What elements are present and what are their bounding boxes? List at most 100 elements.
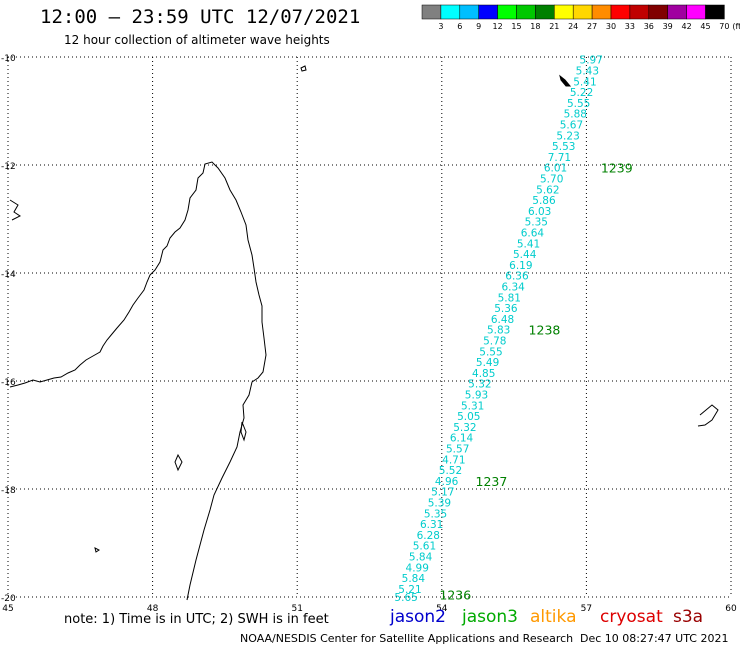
wave-height-value: 6.03 <box>528 206 551 218</box>
wave-height-value: 5.41 <box>573 76 596 88</box>
legend-altika: altika <box>530 607 577 627</box>
lat-tick-label: -12 <box>1 162 16 172</box>
island-west <box>9 199 21 221</box>
wave-height-value: 5.31 <box>461 400 484 412</box>
legend-bin-label: 42 <box>682 22 692 31</box>
altimeter-track: 5.975.435.415.225.555.885.675.235.537.71… <box>394 55 602 604</box>
coastline <box>9 65 719 601</box>
wave-height-value: 5.86 <box>532 195 556 207</box>
lat-tick-label: -14 <box>1 270 16 280</box>
legend-swatch <box>705 4 725 20</box>
wave-height-value: 5.17 <box>431 487 454 499</box>
wave-height-value: 5.36 <box>494 303 518 315</box>
wave-height-value: 5.21 <box>398 584 421 596</box>
wave-height-value: 5.44 <box>513 249 537 261</box>
legend-swatch <box>572 4 593 20</box>
wave-height-value: 5.22 <box>570 87 593 99</box>
wave-height-value: 5.70 <box>540 174 563 186</box>
wave-height-value: 5.84 <box>409 552 433 564</box>
wave-height-value: 5.61 <box>413 541 436 553</box>
wave-height-value: 6.64 <box>521 228 545 240</box>
legend-swatch <box>610 4 631 20</box>
lon-tick-label: 60 <box>725 604 737 614</box>
legend-swatch <box>591 4 612 20</box>
lat-tick-label: -10 <box>1 54 16 64</box>
island-east <box>697 404 719 427</box>
lon-tick-label: 48 <box>147 604 159 614</box>
legend-swatch <box>686 4 706 20</box>
wave-height-value: 5.35 <box>424 508 447 520</box>
islet-sainte-marie <box>240 421 247 442</box>
island-track <box>559 74 572 87</box>
wave-height-value: 6.14 <box>450 433 474 445</box>
legend-swatch <box>554 4 574 20</box>
wave-height-value: 7.71 <box>548 152 571 164</box>
legend-bin-label: 30 <box>606 22 616 31</box>
wave-height-value: 6.34 <box>501 282 525 294</box>
wave-height-value: 5.65 <box>394 592 417 604</box>
legend-bin-label: 6 <box>457 22 462 31</box>
legend-swatch <box>459 4 479 20</box>
credit-line: NOAA/NESDIS Center for Satellite Applica… <box>240 632 574 645</box>
wave-height-value: 5.32 <box>453 422 476 434</box>
lat-tick-label: -16 <box>1 378 16 388</box>
lat-tick-label: -20 <box>1 594 16 604</box>
wave-height-value: 5.67 <box>560 120 583 132</box>
legend-bin-label: 27 <box>587 22 597 31</box>
wave-height-value: 5.05 <box>457 411 480 423</box>
wave-height-value: 5.52 <box>439 465 462 477</box>
islet-far-south <box>94 547 100 553</box>
legend-unit-label: (ft) <box>732 22 740 31</box>
wave-height-value: 6.48 <box>491 314 514 326</box>
legend-swatch <box>535 4 555 20</box>
madagascar-coastline <box>9 161 267 601</box>
wave-height-value: 6.36 <box>505 271 529 283</box>
legend-s3a: s3a <box>673 607 704 627</box>
islet-south <box>174 453 183 472</box>
legend-swatch <box>648 4 668 20</box>
lat-tick-label: -18 <box>1 486 16 496</box>
wave-height-value: 5.43 <box>576 66 599 78</box>
wave-height-value: 5.32 <box>468 379 491 391</box>
lon-tick-label: 57 <box>581 604 592 614</box>
wave-height-value: 4.71 <box>442 454 465 466</box>
legend-bin-label: 3 <box>438 22 443 31</box>
legend-swatch <box>497 4 517 20</box>
legend-swatch <box>421 4 442 20</box>
wave-height-value: 4.99 <box>406 562 429 574</box>
lon-tick-label: 45 <box>2 604 13 614</box>
track-time-label: 1238 <box>529 323 561 338</box>
wave-height-value: 5.88 <box>564 109 587 121</box>
legend-bin-label: 21 <box>549 22 559 31</box>
legend-bin-label: 39 <box>663 22 673 31</box>
footer-note: note: 1) Time is in UTC; 2) SWH is in fe… <box>64 612 329 627</box>
legend-swatch <box>629 4 650 20</box>
lon-tick-label: 51 <box>291 604 302 614</box>
legend-jason3: jason3 <box>462 607 518 627</box>
wave-height-value: 4.96 <box>435 476 459 488</box>
wave-height-value: 6.28 <box>417 530 440 542</box>
wave-height-value: 5.23 <box>556 130 579 142</box>
map-title: 12:00 – 23:59 UTC 12/07/2021 <box>40 6 361 28</box>
wave-height-value: 5.62 <box>536 184 559 196</box>
wave-height-value: 5.55 <box>567 98 590 110</box>
legend-bin-label: 24 <box>568 22 578 31</box>
wave-height-value: 5.55 <box>479 346 502 358</box>
legend-cryosat: cryosat <box>600 607 663 627</box>
wave-height-value: 5.41 <box>517 238 540 250</box>
wave-height-value: 5.83 <box>487 325 510 337</box>
track-time-label: 1239 <box>601 161 633 176</box>
wave-height-value: 4.85 <box>472 368 495 380</box>
track-time-label: 1237 <box>476 474 508 489</box>
legend-swatch <box>440 4 461 20</box>
legend-jason2: jason2 <box>390 607 446 627</box>
lat-lon-grid: 45 48 51 54 57 60 -10 -12 -14 -16 -18 -20 <box>1 54 737 614</box>
wave-height-value: 5.81 <box>498 292 521 304</box>
wave-height-value: 5.39 <box>428 498 451 510</box>
legend-bin-label: 12 <box>493 22 503 31</box>
lon-tick-label: 54 <box>436 604 448 614</box>
legend-swatch <box>516 4 536 20</box>
